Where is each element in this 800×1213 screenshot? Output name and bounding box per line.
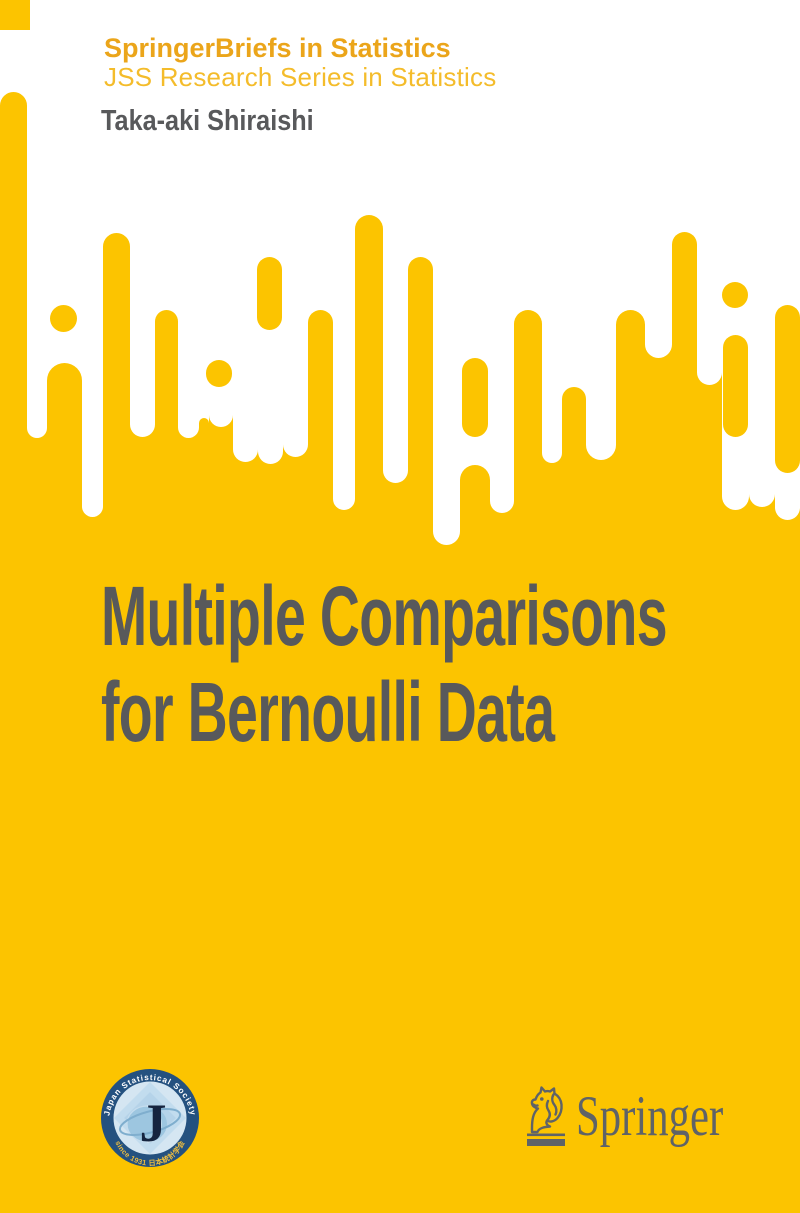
decor-backing [209,403,233,556]
decor-white-bar [542,140,562,463]
decor-yellow-bar [355,215,383,562]
springer-wordmark: Springer [576,1085,724,1148]
jss-monogram: J [140,1093,167,1153]
decor-white-bar [586,140,616,460]
decor-yellow-bar [408,257,433,562]
decor-yellow-capsule [50,305,77,332]
decor-yellow-capsule [257,257,282,330]
book-title-line1: Multiple Comparisons [101,569,668,663]
decor-white-bar [283,140,308,457]
decor-white-bar [383,140,408,483]
decor-white-bar [490,140,514,513]
decor-yellow-capsule [723,335,748,437]
decor-white-bar [697,140,722,385]
decor-white-bar [233,140,258,462]
decor-white-bar [178,140,199,438]
decor-white-bar [333,140,355,510]
decor-yellow-bar [562,387,586,562]
decor-yellow-bar [616,310,645,562]
decor-yellow-capsule [206,360,232,387]
series-subtitle: JSS Research Series in Statistics [104,62,497,92]
springer-horse-icon [527,1086,565,1146]
decor-yellow-bar [103,233,130,562]
decor-white-bar [645,140,672,358]
decor-backing [697,360,722,556]
decor-yellow-bar [47,363,82,562]
decor-backing [645,331,672,556]
decor-yellow-capsule [462,358,488,437]
decor-yellow-capsule [775,305,800,473]
decor-white-bar [130,140,155,437]
decor-yellow-bar [460,465,490,562]
decor-backing [27,418,47,556]
decor-white-bar [82,140,103,517]
springer-logo: Springer [524,1084,734,1148]
book-title: Multiple Comparisons for Bernoulli Data [101,568,668,760]
book-title-line2: for Bernoulli Data [101,665,555,759]
decor-yellow-bar [199,418,209,562]
author-name: Taka-aki Shiraishi [101,105,314,137]
decor-white-bar [433,140,460,545]
jss-badge-icon: J Japan Statistical Society since 1931 日… [101,1069,199,1168]
decor-yellow-bar [514,310,542,562]
corner-mark [0,0,30,30]
decor-yellow-bar [672,232,697,562]
series-title: SpringerBriefs in Statistics [104,33,451,63]
decor-backing [178,417,199,556]
decor-yellow-bar [308,310,333,562]
jss-society-logo: J Japan Statistical Society since 1931 日… [100,1068,200,1168]
decor-white-bar [722,140,749,510]
decor-backing [542,443,562,556]
decor-yellow-bar [155,310,178,562]
decor-yellow-bar [0,92,27,562]
decor-white-bar [749,140,775,507]
decor-yellow-capsule [722,282,748,308]
decor-white-bar [27,140,47,438]
